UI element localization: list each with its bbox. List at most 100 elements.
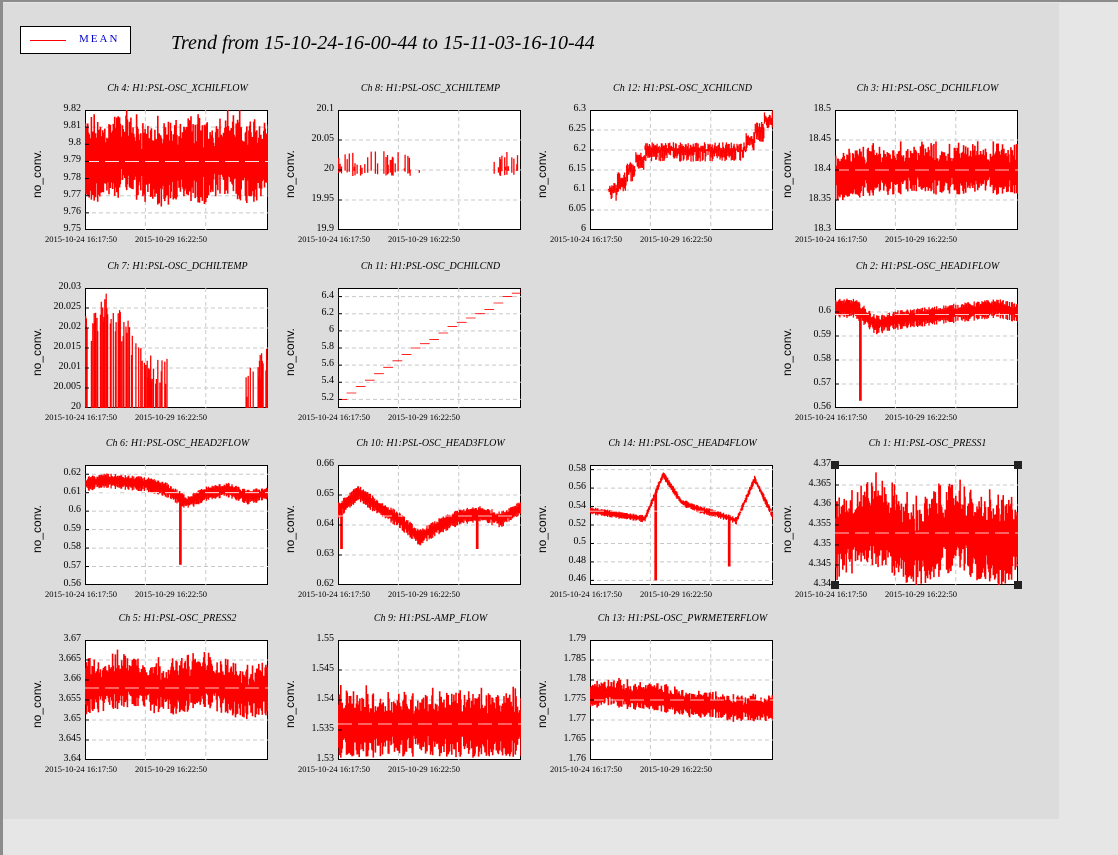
y-tick-label: 6.3 (573, 103, 587, 114)
y-tick-label: 19.95 (311, 193, 335, 204)
selection-handle[interactable] (1014, 581, 1022, 589)
y-tick-label: 4.355 (808, 518, 832, 529)
x-tick-label: 2015-10-29 16:22:50 (640, 234, 713, 244)
x-tick-label: 2015-10-24 16:17:50 (550, 764, 623, 774)
series-trace (338, 685, 521, 758)
x-tick-label: 2015-10-24 16:17:50 (795, 412, 868, 422)
selection-handle[interactable] (1014, 461, 1022, 469)
plot-title: Ch 4: H1:PSL-OSC_XCHILFLOW (107, 83, 248, 94)
y-tick-label: 3.66 (63, 673, 82, 684)
y-tick-label: 6.2 (573, 143, 587, 154)
plot-title: Ch 2: H1:PSL-OSC_HEAD1FLOW (855, 261, 1000, 272)
x-tick-label: 2015-10-24 16:17:50 (795, 234, 868, 244)
y-tick-label: 20 (324, 163, 334, 174)
y-tick-label: 0.58 (568, 462, 587, 474)
y-axis-label: no_conv. (283, 150, 297, 198)
y-tick-label: 0.57 (813, 377, 832, 388)
plot-svg (85, 110, 268, 230)
plot-svg (590, 465, 773, 585)
plot-title: Ch 12: H1:PSL-OSC_XCHILCND (613, 83, 752, 94)
series-trace (607, 110, 773, 201)
y-tick-label: 0.52 (568, 518, 587, 529)
series-trace (835, 298, 1018, 401)
plot-svg (85, 640, 268, 760)
y-tick-label: 3.64 (63, 753, 82, 764)
y-tick-label: 6.25 (568, 123, 587, 134)
y-tick-label: 0.62 (316, 578, 335, 589)
series-trace (85, 473, 268, 565)
y-tick-label: 20.025 (53, 301, 82, 312)
y-tick-label: 0.56 (568, 481, 587, 493)
x-tick-label: 2015-10-29 16:22:50 (388, 412, 461, 422)
y-tick-label: 0.65 (316, 488, 335, 499)
y-tick-label: 0.56 (813, 401, 832, 412)
plot-title: Ch 11: H1:PSL-OSC_DCHILCND (360, 261, 501, 272)
plot-title: Ch 6: H1:PSL-OSC_HEAD2FLOW (105, 438, 250, 449)
x-tick-label: 2015-10-29 16:22:50 (135, 764, 208, 774)
legend: MEAN (20, 26, 131, 54)
y-tick-label: 0.66 (316, 458, 335, 469)
series-trace (85, 293, 268, 408)
y-tick-label: 18.5 (813, 103, 832, 114)
y-tick-label: 4.35 (813, 538, 832, 549)
y-axis-label: no_conv. (30, 150, 44, 198)
x-tick-label: 2015-10-29 16:22:50 (885, 412, 958, 422)
y-tick-label: 5.2 (321, 392, 335, 404)
x-tick-label: 2015-10-24 16:17:50 (298, 412, 371, 422)
x-tick-label: 2015-10-29 16:22:50 (135, 412, 208, 422)
y-axis-label: no_conv. (283, 680, 297, 728)
y-tick-label: 9.78 (63, 171, 82, 183)
x-tick-label: 2015-10-29 16:22:50 (135, 234, 208, 244)
plot-title: Ch 9: H1:PSL-AMP_FLOW (373, 613, 488, 624)
x-tick-label: 2015-10-29 16:22:50 (885, 589, 958, 599)
y-axis-label: no_conv. (535, 505, 549, 553)
y-tick-label: 0.6 (68, 504, 82, 516)
x-tick-label: 2015-10-24 16:17:50 (550, 589, 623, 599)
page-title: Trend from 15-10-24-16-00-44 to 15-11-03… (171, 32, 595, 54)
y-axis-label: no_conv. (780, 328, 794, 376)
y-tick-label: 0.56 (63, 578, 82, 589)
legend-line-swatch (30, 40, 66, 41)
y-tick-label: 6 (329, 323, 334, 335)
y-axis-label: no_conv. (535, 680, 549, 728)
plot-title: Ch 3: H1:PSL-OSC_DCHILFLOW (856, 83, 999, 94)
y-tick-label: 0.57 (63, 559, 82, 571)
y-tick-label: 4.345 (808, 558, 832, 569)
y-tick-label: 3.67 (63, 633, 82, 644)
y-axis-label: no_conv. (283, 328, 297, 376)
y-tick-label: 1.785 (563, 653, 587, 664)
selection-handle[interactable] (831, 581, 839, 589)
window-border-top (0, 0, 1118, 2)
y-tick-label: 5.6 (321, 358, 335, 370)
y-tick-label: 3.665 (58, 653, 82, 664)
y-tick-label: 1.765 (563, 733, 587, 744)
y-tick-label: 9.76 (63, 205, 82, 217)
y-tick-label: 4.37 (813, 458, 832, 469)
x-tick-label: 2015-10-24 16:17:50 (298, 589, 371, 599)
plot-svg (590, 110, 773, 230)
selection-handle[interactable] (831, 461, 839, 469)
y-tick-label: 5.8 (321, 341, 335, 352)
y-tick-label: 18.35 (808, 193, 832, 204)
plot-title: Ch 5: H1:PSL-OSC_PRESS2 (118, 613, 237, 624)
plot-svg (338, 640, 521, 760)
y-axis-label: no_conv. (780, 150, 794, 198)
y-tick-label: 1.55 (316, 633, 335, 644)
y-tick-label: 0.62 (63, 467, 82, 479)
series-trace (590, 472, 773, 581)
x-tick-label: 2015-10-24 16:17:50 (45, 764, 118, 774)
y-tick-label: 20.05 (311, 133, 335, 144)
y-axis-label: no_conv. (30, 505, 44, 553)
y-tick-label: 0.58 (813, 353, 832, 364)
legend-label: MEAN (79, 33, 120, 45)
y-tick-label: 1.775 (563, 693, 587, 704)
series-trace (835, 141, 1018, 201)
y-axis-label: no_conv. (30, 328, 44, 376)
y-tick-label: 20.03 (58, 281, 82, 292)
plot-svg (590, 640, 773, 760)
plot-title: Ch 8: H1:PSL-OSC_XCHILTEMP (360, 83, 501, 94)
x-tick-label: 2015-10-29 16:22:50 (388, 234, 461, 244)
y-tick-label: 4.36 (813, 498, 832, 509)
x-tick-label: 2015-10-24 16:17:50 (45, 412, 118, 422)
y-tick-label: 9.8 (68, 137, 82, 149)
